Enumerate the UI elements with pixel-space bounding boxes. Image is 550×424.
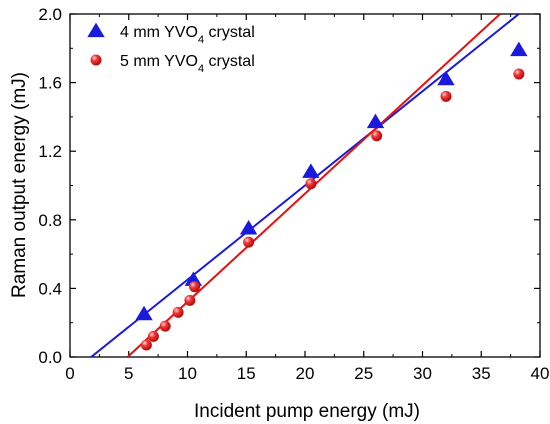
data-point-5mm bbox=[305, 178, 317, 190]
data-point-4mm bbox=[135, 305, 153, 321]
data-point-4mm bbox=[366, 113, 385, 129]
axes bbox=[69, 13, 541, 358]
legend-entry-5mm: 5 mm YVO4 crystal bbox=[90, 53, 255, 75]
legend-label-5mm: 5 mm YVO4 crystal bbox=[120, 53, 255, 75]
legend: 4 mm YVO4 crystal 5 mm YVO4 crystal bbox=[87, 22, 255, 75]
data-point-4mm bbox=[437, 70, 455, 86]
x-tick-label: 30 bbox=[413, 364, 432, 383]
y-tick-label: 0.8 bbox=[38, 211, 62, 230]
data-point-5mm bbox=[159, 320, 171, 332]
data-markers bbox=[135, 41, 528, 351]
y-tick-label: 0.0 bbox=[38, 348, 62, 367]
data-point-5mm bbox=[371, 130, 383, 142]
data-point-5mm bbox=[147, 330, 159, 342]
y-tick-label: 2.0 bbox=[38, 5, 62, 24]
x-tick-label: 35 bbox=[472, 364, 491, 383]
tick-labels: 0 5 10 15 20 25 30 35 40 0.0 0.4 0.8 1.2 1.6 2.0 bbox=[38, 5, 549, 383]
legend-label-4mm: 4 mm YVO4 crystal bbox=[120, 24, 255, 46]
data-point-5mm bbox=[243, 236, 255, 248]
x-tick-label: 5 bbox=[124, 364, 133, 383]
x-tick-label: 25 bbox=[354, 364, 373, 383]
legend-marker-5mm bbox=[90, 54, 102, 66]
data-point-5mm bbox=[140, 339, 152, 351]
legend-marker-4mm bbox=[87, 22, 105, 38]
data-point-4mm bbox=[239, 220, 258, 235]
data-point-5mm bbox=[172, 306, 184, 318]
data-point-5mm bbox=[189, 281, 201, 293]
y-tick-label: 1.2 bbox=[38, 142, 62, 161]
data-point-5mm bbox=[184, 294, 196, 306]
x-tick-label: 20 bbox=[296, 364, 315, 383]
data-point-4mm bbox=[302, 163, 320, 178]
data-point-5mm bbox=[513, 68, 525, 80]
legend-entry-4mm: 4 mm YVO4 crystal bbox=[87, 22, 255, 46]
x-axis-title: Incident pump energy (mJ) bbox=[194, 401, 420, 422]
x-tick-label: 40 bbox=[531, 364, 550, 383]
y-tick-label: 0.4 bbox=[38, 279, 62, 298]
y-tick-label: 1.6 bbox=[38, 74, 62, 93]
x-tick-label: 15 bbox=[237, 364, 256, 383]
x-tick-label: 0 bbox=[65, 364, 74, 383]
data-point-4mm bbox=[510, 41, 528, 57]
y-axis-title: Raman output energy (mJ) bbox=[9, 72, 30, 298]
data-point-5mm bbox=[440, 90, 452, 102]
fit-line-4mm bbox=[90, 14, 520, 357]
x-tick-label: 10 bbox=[178, 364, 197, 383]
